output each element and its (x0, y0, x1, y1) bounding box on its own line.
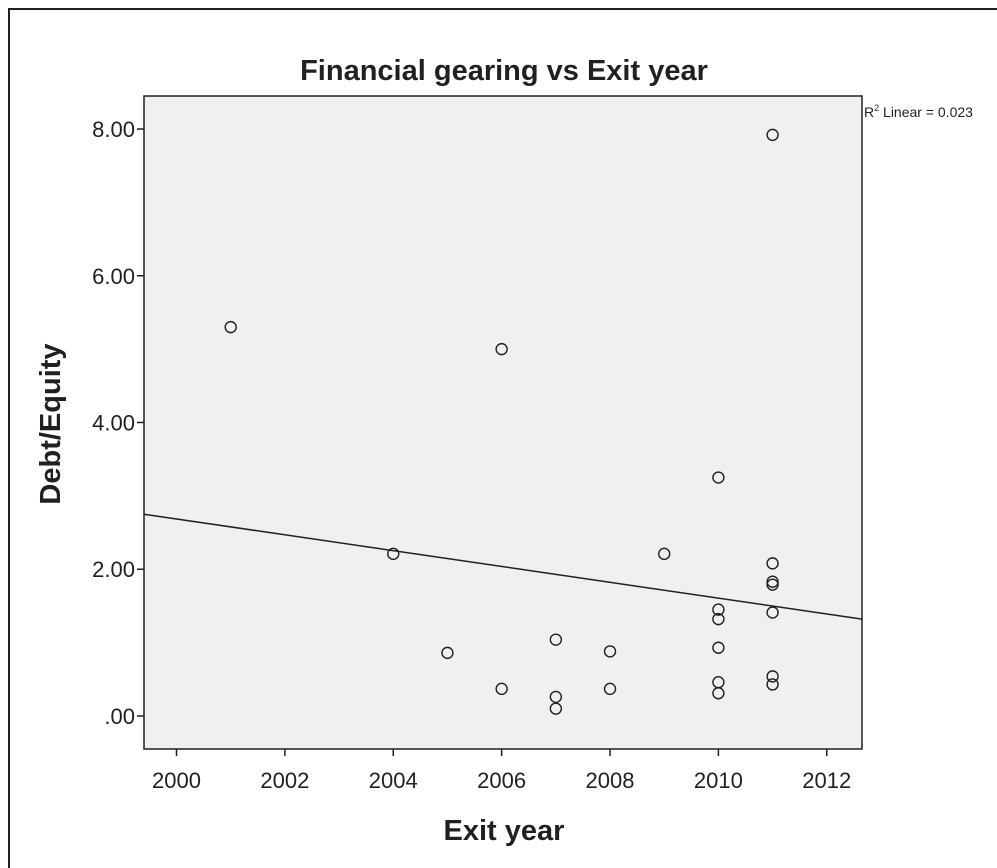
r-symbol: R (864, 104, 874, 120)
plot-area (143, 95, 863, 750)
data-point (603, 682, 617, 696)
data-point (712, 641, 725, 654)
y-axis-label: Debt/Equity (35, 343, 67, 504)
data-point (766, 557, 779, 570)
data-point (766, 128, 779, 142)
chart-frame (8, 8, 997, 868)
data-point (766, 678, 779, 691)
data-point (766, 606, 779, 619)
data-point (603, 645, 617, 658)
data-point (224, 320, 237, 334)
points-group (224, 128, 779, 715)
x-axis: 2000 2002 2004 2006 2008 2010 2012 (152, 749, 851, 793)
data-point (766, 578, 779, 591)
r-squared-value: Linear = 0.023 (879, 104, 973, 120)
y-axis: .00 2.00 4.00 6.00 8.00 (92, 117, 144, 729)
r-squared-annotation: R2 Linear = 0.023 (864, 103, 973, 120)
linear-fit-line (143, 513, 863, 620)
r-superscript: 2 (874, 103, 879, 113)
x-tick-label: 2008 (586, 768, 635, 793)
data-point (549, 690, 563, 704)
data-point (495, 342, 508, 356)
x-tick-label: 2004 (369, 768, 418, 793)
x-tick-label: 2012 (802, 768, 851, 793)
y-tick-label: 8.00 (92, 117, 135, 142)
data-point (766, 670, 779, 683)
data-point (495, 682, 508, 696)
data-point (712, 612, 725, 626)
x-tick-label: 2006 (477, 768, 526, 793)
y-tick-label: .00 (104, 704, 135, 729)
data-point (658, 547, 671, 561)
y-tick-label: 2.00 (92, 557, 135, 582)
x-tick-label: 2000 (152, 768, 201, 793)
chart-title: Financial gearing vs Exit year (300, 55, 708, 87)
data-point (549, 702, 563, 715)
data-point (441, 646, 454, 660)
x-axis-label: Exit year (444, 815, 565, 847)
fit-line-group (143, 513, 863, 620)
y-tick-label: 4.00 (92, 411, 135, 436)
data-point (712, 471, 725, 484)
data-point (712, 603, 725, 616)
x-tick-label: 2002 (260, 768, 309, 793)
y-tick-label: 6.00 (92, 264, 135, 289)
x-tick-label: 2010 (694, 768, 743, 793)
data-point (712, 687, 725, 700)
data-point (549, 633, 563, 646)
data-point (387, 547, 400, 561)
data-point (766, 575, 779, 588)
